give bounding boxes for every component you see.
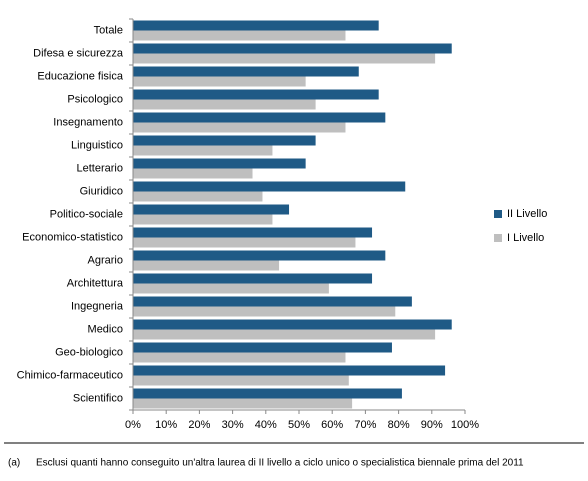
bar — [133, 342, 392, 353]
bar — [133, 375, 349, 386]
bar — [133, 388, 402, 399]
y-tick-label: Geo-biologico — [55, 346, 123, 358]
y-tick-label: Ingegneria — [71, 300, 124, 312]
bar — [133, 319, 452, 330]
footnote-marker: (a) — [8, 458, 20, 469]
bar — [133, 158, 306, 169]
y-tick-label: Scientifico — [73, 392, 123, 404]
bar — [133, 191, 263, 202]
bar — [133, 112, 386, 123]
y-tick-label: Psicologico — [67, 93, 123, 105]
bar — [133, 250, 386, 261]
bar — [133, 306, 396, 317]
y-tick-label: Economico-statistico — [22, 231, 123, 243]
footnote-text: Esclusi quanti hanno conseguito un'altra… — [36, 458, 524, 469]
bar — [133, 365, 446, 376]
bar — [133, 283, 329, 294]
y-tick-label: Chimico-farmaceutico — [17, 369, 123, 381]
x-tick-label: 40% — [255, 419, 277, 431]
bar — [133, 227, 373, 238]
x-tick-label: 20% — [188, 419, 210, 431]
legend-label: II Livello — [507, 208, 547, 220]
x-tick-label: 30% — [222, 419, 244, 431]
bar — [133, 53, 436, 64]
bar — [133, 296, 412, 307]
y-tick-label: Architettura — [67, 277, 124, 289]
bar — [133, 329, 436, 340]
bar — [133, 99, 316, 110]
bar — [133, 237, 356, 248]
legend-swatch — [494, 234, 502, 242]
bar — [133, 273, 373, 284]
bar — [133, 145, 273, 156]
y-tick-label: Giuridico — [80, 185, 123, 197]
x-tick-label: 0% — [125, 419, 141, 431]
y-tick-label: Letterario — [77, 162, 123, 174]
x-tick-label: 70% — [354, 419, 376, 431]
x-tick-label: 80% — [388, 419, 410, 431]
x-tick-label: 100% — [451, 419, 479, 431]
bar — [133, 122, 346, 133]
bar — [133, 43, 452, 54]
y-tick-label: Insegnamento — [53, 116, 123, 128]
bar — [133, 352, 346, 363]
legend-label: I Livello — [507, 232, 544, 244]
legend-swatch — [494, 210, 502, 218]
bar — [133, 20, 379, 31]
y-tick-label: Linguistico — [71, 139, 123, 151]
x-tick-label: 10% — [155, 419, 177, 431]
y-tick-label: Educazione fisica — [37, 70, 123, 82]
bar — [133, 260, 280, 271]
y-tick-label: Agrario — [88, 254, 123, 266]
y-tick-label: Totale — [94, 24, 123, 36]
y-tick-label: Politico-sociale — [50, 208, 123, 220]
x-tick-label: 50% — [288, 419, 310, 431]
y-tick-label: Medico — [88, 323, 123, 335]
bar — [133, 398, 353, 409]
y-tick-label: Difesa e sicurezza — [33, 47, 124, 59]
bar — [133, 168, 253, 179]
bar — [133, 89, 379, 100]
bar — [133, 66, 359, 77]
bar — [133, 204, 290, 215]
bar — [133, 76, 306, 87]
bar — [133, 214, 273, 225]
bar — [133, 135, 316, 146]
x-tick-label: 90% — [421, 419, 443, 431]
x-tick-label: 60% — [321, 419, 343, 431]
bar — [133, 181, 406, 192]
bar — [133, 30, 346, 41]
